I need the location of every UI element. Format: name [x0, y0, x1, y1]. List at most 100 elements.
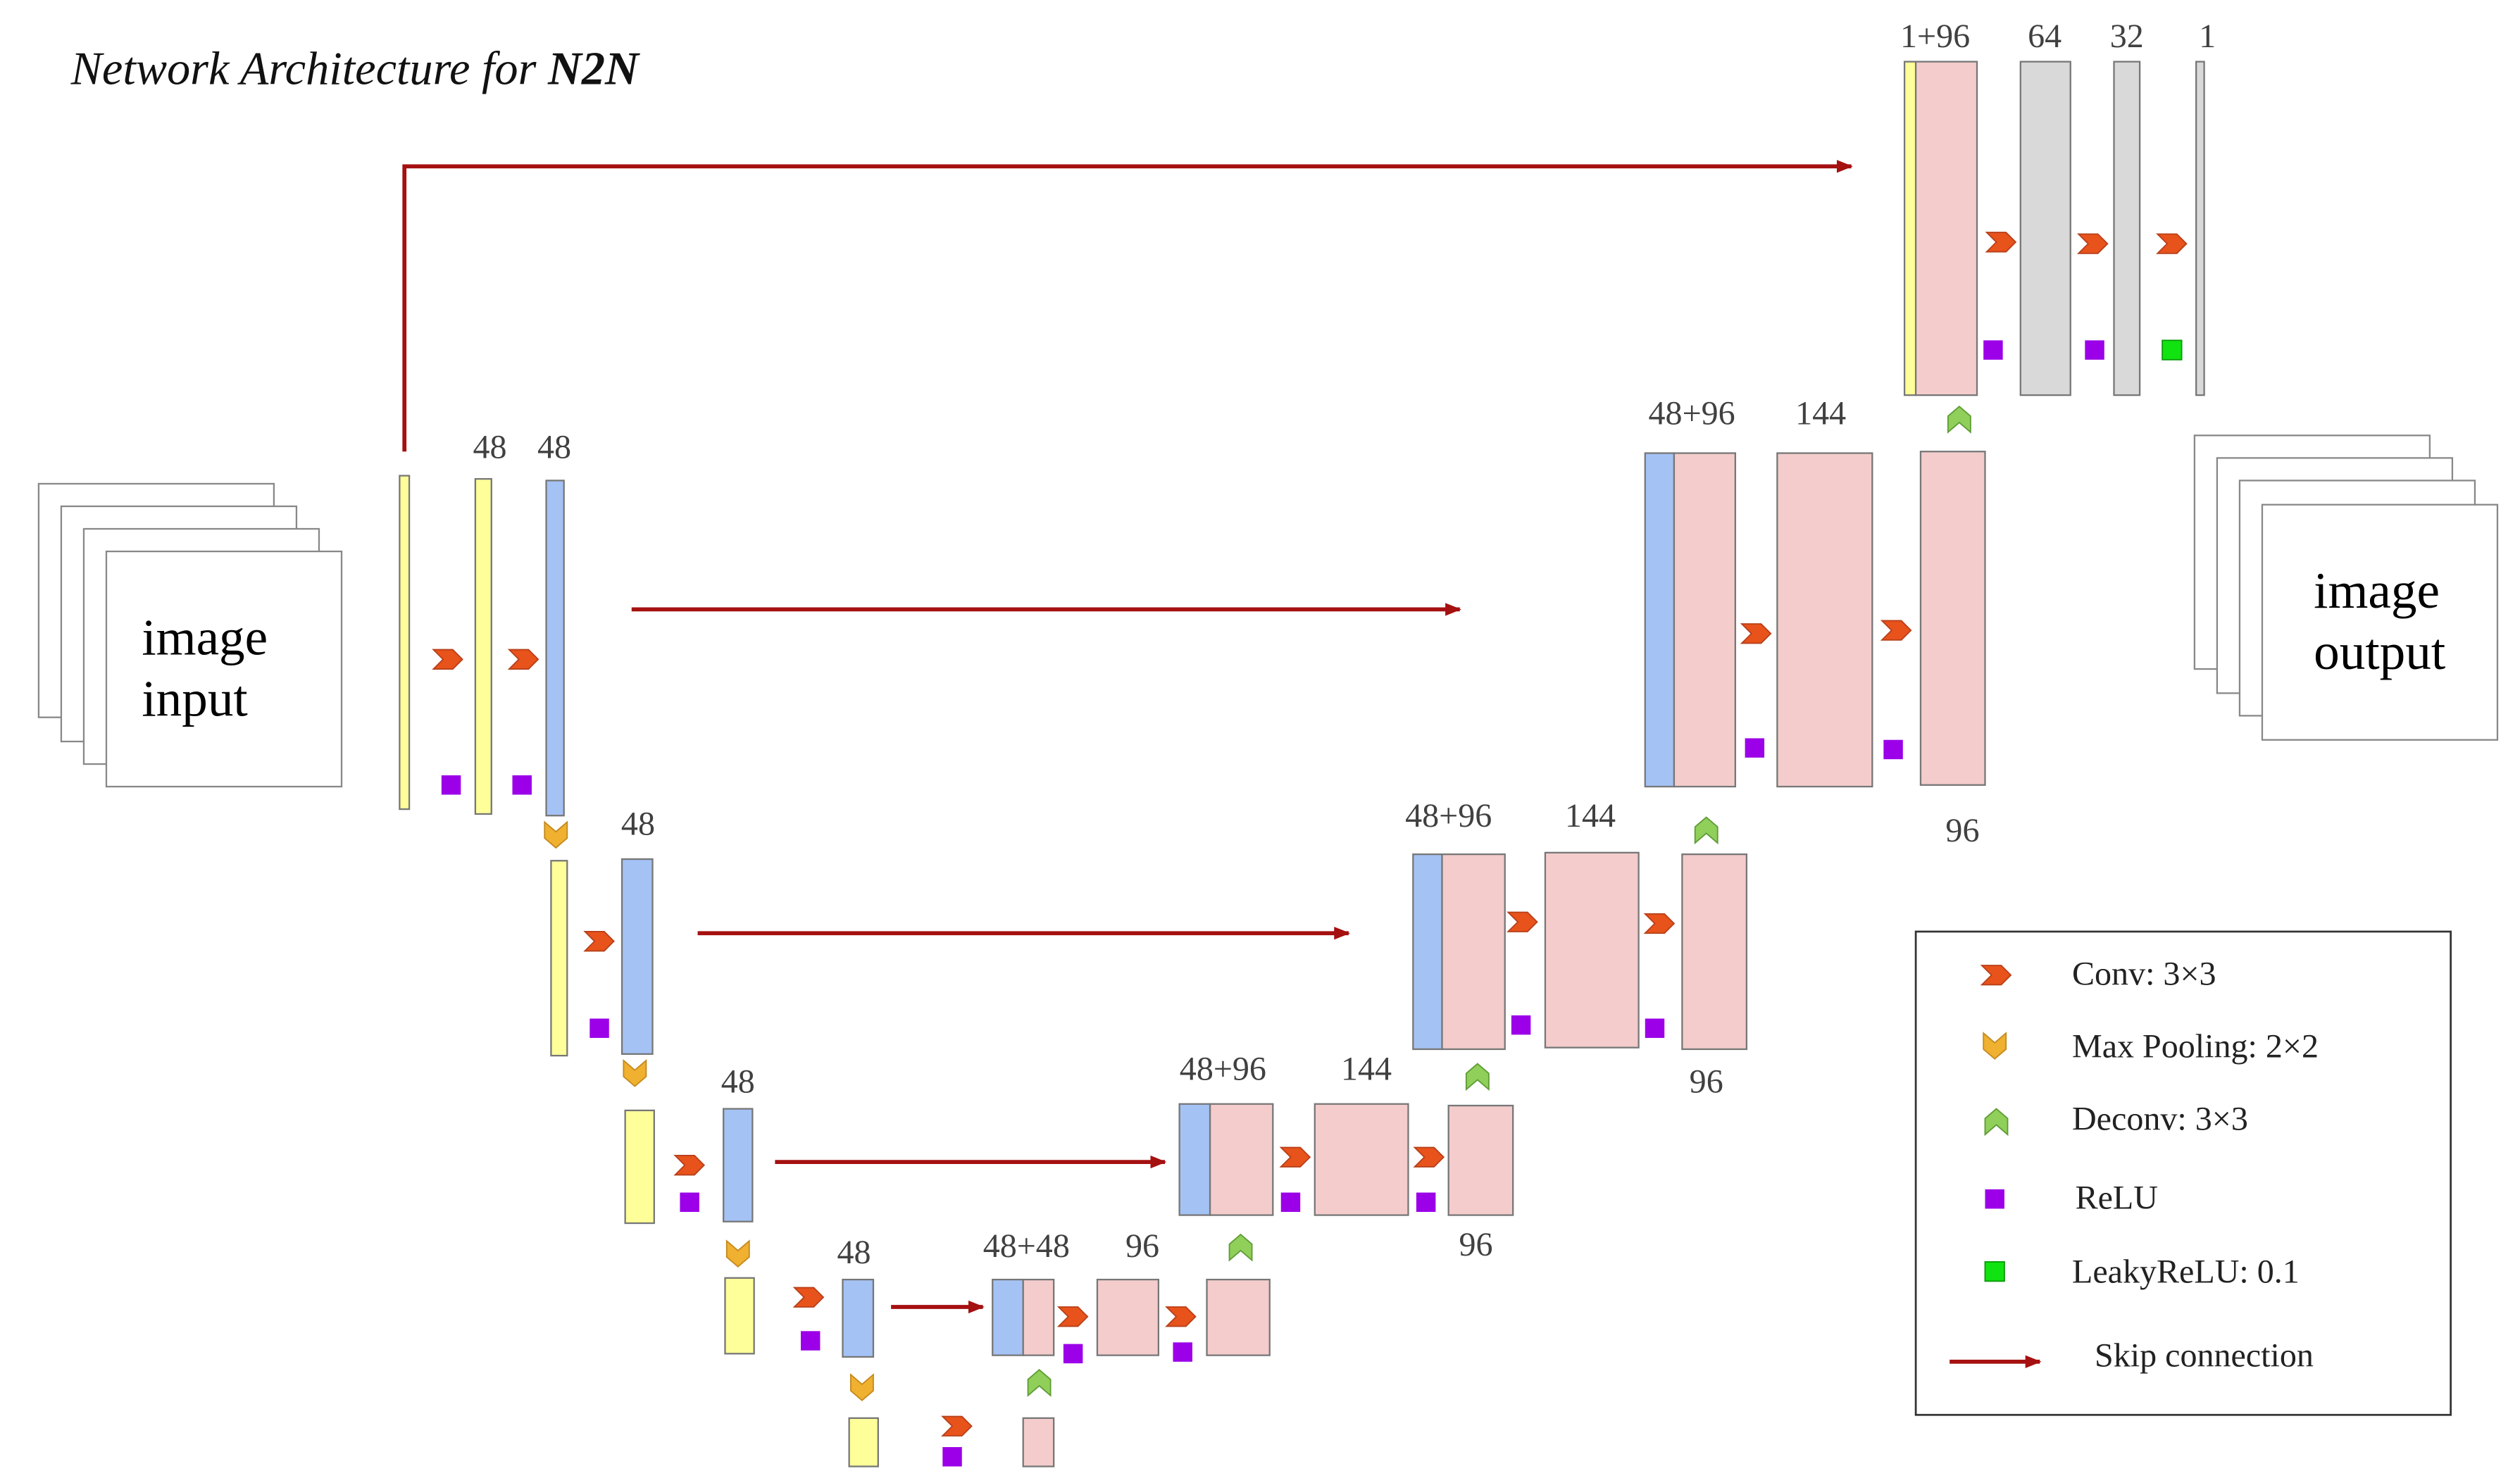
deconv-arrow-icon	[1694, 816, 1719, 845]
output-image-stack: image output	[2193, 434, 2499, 741]
dec1-conv2-channels: 96	[1690, 1063, 1723, 1101]
final-upsampled-block	[1914, 61, 1978, 396]
final-conv-block-1	[2195, 61, 2205, 396]
dec1-concat-channels: 48+96	[1405, 797, 1492, 834]
relu-icon	[2085, 340, 2104, 360]
legend-maxpool-label: Max Pooling: 2×2	[2072, 1027, 2319, 1065]
output-label-line1: image	[2314, 562, 2440, 619]
conv-arrow-icon	[1880, 620, 1912, 641]
dec1-conv1-channels: 144	[1565, 797, 1616, 834]
dec2-skip-block	[1178, 1103, 1211, 1216]
deconv-arrow-icon	[1465, 1063, 1490, 1091]
relu-icon	[1745, 738, 1765, 758]
conv-arrow-icon	[1507, 911, 1538, 932]
skip-connections	[402, 160, 1853, 1314]
enc0-channels-b: 48	[537, 428, 571, 465]
legend-relu-label: ReLU	[2076, 1179, 2158, 1216]
conv-arrow-icon	[941, 1415, 973, 1437]
relu-icon	[1511, 1015, 1531, 1035]
legend-deconv-label: Deconv: 3×3	[2072, 1100, 2248, 1137]
relu-icon	[1883, 739, 1903, 760]
enc0-channels-a: 48	[473, 428, 506, 465]
legend: Conv: 3×3 Max Pooling: 2×2 Deconv: 3×3 R…	[1914, 930, 2452, 1416]
relu-icon	[800, 1331, 821, 1351]
relu-icon	[1416, 1192, 1436, 1213]
conv-arrow-icon	[1165, 1306, 1197, 1327]
maxpool-arrow-icon	[850, 1373, 874, 1401]
enc3-pooled-block	[724, 1277, 755, 1355]
deconv-arrow-icon	[1027, 1369, 1052, 1397]
dec3-concat-channels: 48+48	[983, 1227, 1070, 1265]
dec3-skip-block	[992, 1278, 1024, 1356]
decoder-level0: 48+96 144 96	[1644, 394, 1986, 849]
final-conv-block-32	[2113, 61, 2141, 396]
enc3-conv-block	[842, 1278, 875, 1358]
diagram-title: Network Architecture for N2N	[70, 44, 640, 95]
title-prefix: Network Architecture for	[70, 44, 548, 95]
enc2-conv-block	[723, 1108, 754, 1222]
bottleneck	[848, 1417, 1055, 1468]
final-channels-32: 32	[2110, 18, 2144, 55]
encoder-level2: 48	[624, 1063, 755, 1225]
enc3-channels: 48	[837, 1234, 871, 1271]
encoder-level3: 48	[724, 1234, 875, 1358]
conv-arrow-icon	[507, 649, 539, 670]
dec2-conv2-channels: 96	[1459, 1226, 1493, 1263]
dec2-conv1-channels: 144	[1341, 1050, 1392, 1087]
legend-box	[1914, 930, 2452, 1416]
bottleneck-pooled-block	[848, 1417, 879, 1468]
encoder-level0: 48 48	[399, 428, 571, 817]
maxpool-arrow-icon	[623, 1058, 647, 1087]
conv-arrow-icon	[2156, 233, 2188, 254]
legend-maxpool-icon	[1983, 1032, 2007, 1060]
dec3-conv-block-a	[1096, 1278, 1160, 1356]
input-label-line1: image	[142, 608, 268, 665]
enc0-conv-block-a	[474, 477, 492, 815]
dec1-conv-block-a	[1544, 851, 1640, 1049]
encoder-level1: 48	[550, 806, 655, 1057]
dec0-skip-block	[1644, 452, 1676, 788]
relu-icon	[680, 1192, 699, 1213]
relu-icon	[512, 775, 532, 795]
conv-arrow-icon	[2076, 233, 2109, 254]
dec1-conv-block-b	[1681, 853, 1748, 1051]
deconv-arrow-icon	[1947, 405, 1971, 434]
conv-arrow-icon	[1413, 1146, 1445, 1168]
relu-icon	[942, 1447, 962, 1467]
conv-arrow-icon	[1056, 1306, 1089, 1327]
dec2-conv-block-b	[1447, 1104, 1514, 1216]
decoder-level1: 48+96 144 96	[1405, 797, 1748, 1101]
legend-conv-label: Conv: 3×3	[2072, 955, 2216, 992]
dec1-skip-block	[1412, 853, 1443, 1051]
dec1-upsampled-block	[1441, 853, 1506, 1051]
relu-icon	[1645, 1018, 1665, 1038]
conv-arrow-icon	[583, 931, 615, 952]
conv-arrow-icon	[432, 649, 463, 670]
relu-icon	[590, 1018, 609, 1038]
final-channels-1: 1	[2199, 18, 2216, 55]
dec0-concat-channels: 48+96	[1649, 394, 1735, 432]
bottleneck-conv-block	[1022, 1417, 1055, 1468]
deconv-arrow-icon	[1228, 1233, 1253, 1262]
input-image-stack: image input	[37, 482, 343, 788]
conv-arrow-icon	[792, 1287, 825, 1308]
relu-icon	[1173, 1342, 1192, 1362]
dec3-conv-channels: 96	[1125, 1227, 1159, 1265]
conv-arrow-icon	[1740, 623, 1772, 644]
enc1-channels: 48	[621, 806, 655, 843]
legend-deconv-icon	[1984, 1108, 2009, 1137]
dec3-upsampled-block	[1022, 1278, 1055, 1356]
dec0-conv2-channels: 96	[1945, 812, 1979, 849]
final-channels-64: 64	[2028, 18, 2061, 55]
leaky-relu-icon	[2162, 339, 2183, 361]
enc2-pooled-block	[624, 1109, 655, 1225]
relu-icon	[1280, 1192, 1301, 1213]
final-conv-block-64	[2019, 61, 2071, 396]
dec0-conv1-channels: 144	[1795, 394, 1846, 432]
dec0-conv-block-b	[1919, 451, 1986, 786]
decoder-level2: 48+96 144 96	[1178, 1050, 1514, 1263]
enc1-conv-block	[620, 858, 654, 1055]
dec2-concat-channels: 48+96	[1180, 1050, 1266, 1087]
enc2-channels: 48	[721, 1063, 755, 1101]
